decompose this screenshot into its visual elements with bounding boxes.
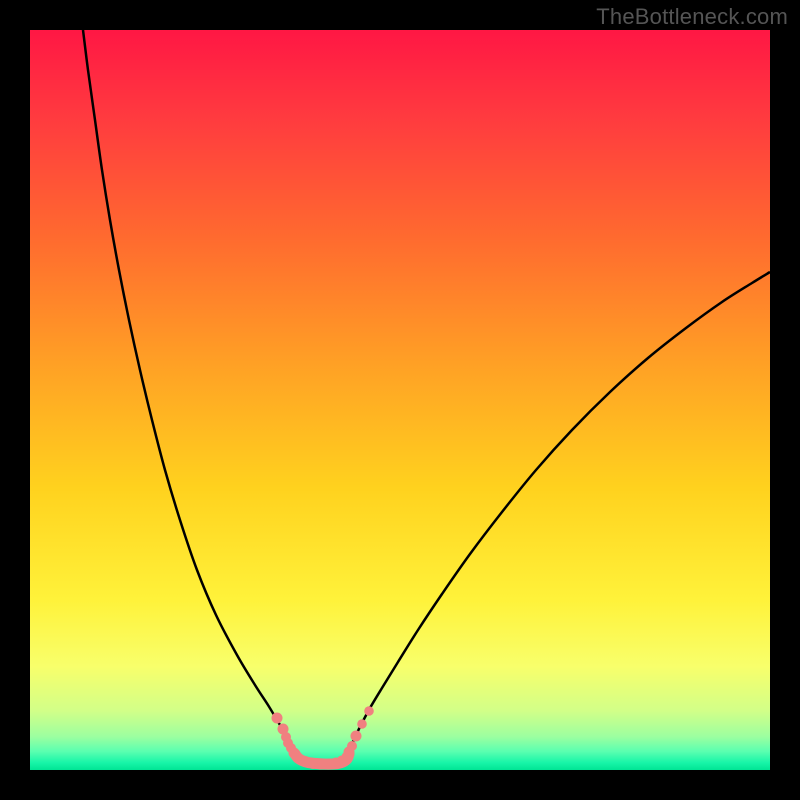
marker-dot [347,741,357,751]
marker-dot [364,706,374,716]
bottleneck-chart [30,30,770,770]
marker-dot [351,731,362,742]
outer-frame: TheBottleneck.com [0,0,800,800]
watermark-text: TheBottleneck.com [596,4,788,30]
marker-dot [357,719,367,729]
marker-dot [272,713,283,724]
